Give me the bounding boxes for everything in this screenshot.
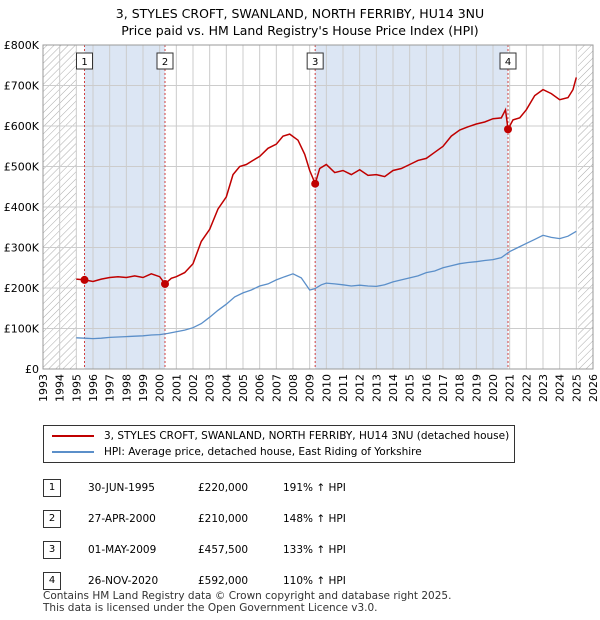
y-tick-label: £300K <box>4 242 40 255</box>
x-tick-label: 2020 <box>487 374 500 402</box>
legend-label-hpi: HPI: Average price, detached house, East… <box>104 446 422 458</box>
table-row: 3 01-MAY-2009 £457,500 133% ↑ HPI <box>43 534 346 565</box>
sale-hpi: 191% ↑ HPI <box>283 481 346 494</box>
x-tick-label: 2025 <box>570 374 583 402</box>
sale-marker-label: 1 <box>43 478 61 497</box>
x-tick-label: 2022 <box>520 374 533 402</box>
sales-table: 1 30-JUN-1995 £220,000 191% ↑ HPI 2 27-A… <box>43 472 346 596</box>
legend-swatch-property <box>52 435 94 437</box>
sale-date: 26-NOV-2020 <box>88 574 159 587</box>
sale-date: 27-APR-2000 <box>88 512 156 525</box>
x-tick-label: 1999 <box>137 374 150 402</box>
sale-marker-label: 2 <box>43 509 61 528</box>
table-row: 1 30-JUN-1995 £220,000 191% ↑ HPI <box>43 472 346 503</box>
sale-marker-number: 2 <box>162 57 168 68</box>
x-tick-label: 2016 <box>420 374 433 402</box>
x-tick-label: 2008 <box>287 374 300 402</box>
x-tick-label: 2010 <box>320 374 333 402</box>
x-tick-label: 1993 <box>37 374 50 402</box>
sale-hpi: 148% ↑ HPI <box>283 512 346 525</box>
x-tick-label: 2000 <box>154 374 167 402</box>
sale-date: 01-MAY-2009 <box>88 543 157 556</box>
x-tick-label: 2014 <box>387 374 400 402</box>
price-chart: £0 £100K £200K £300K £400K £500K £600K £700K £80… <box>4 39 600 402</box>
y-tick-label: £700K <box>4 80 40 93</box>
x-tick-label: 2004 <box>220 374 233 402</box>
x-tick-label: 2018 <box>454 374 467 402</box>
sale-marker-box <box>306 52 324 70</box>
sale-point <box>161 279 169 288</box>
y-tick-label: £100K <box>4 323 40 336</box>
legend-item-hpi: HPI: Average price, detached house, East… <box>52 444 422 460</box>
x-tick-label: 2021 <box>504 374 517 402</box>
x-tick-label: 2011 <box>337 374 350 402</box>
sale-price: £457,500 <box>198 543 249 556</box>
y-tick-label: £0 <box>25 363 39 376</box>
footer-note: Contains HM Land Registry data © Crown c… <box>43 590 451 614</box>
x-tick-label: 1998 <box>120 374 133 402</box>
sale-point <box>504 125 512 134</box>
x-tick-label: 1996 <box>87 374 100 402</box>
x-tick-label: 2002 <box>187 374 200 402</box>
plot-border <box>42 44 594 370</box>
sale-date: 30-JUN-1995 <box>88 481 155 494</box>
x-tick-label: 2007 <box>270 374 283 402</box>
sale-marker-number: 1 <box>81 57 87 68</box>
x-tick-label: 2006 <box>254 374 267 402</box>
x-tick-label: 2003 <box>204 374 217 402</box>
x-tick-label: 2001 <box>170 374 183 402</box>
x-tick-label: 2013 <box>370 374 383 402</box>
table-row: 2 27-APR-2000 £210,000 148% ↑ HPI <box>43 503 346 534</box>
x-tick-label: 2026 <box>587 374 600 402</box>
series-line-hpi <box>76 230 577 340</box>
chart-title: 3, STYLES CROFT, SWANLAND, NORTH FERRIBY… <box>115 6 485 21</box>
x-tick-label: 2005 <box>237 374 250 402</box>
legend-swatch-hpi <box>52 451 94 453</box>
x-tick-label: 2009 <box>304 374 317 402</box>
x-tick-label: 2024 <box>554 374 567 402</box>
sale-hpi: 133% ↑ HPI <box>283 543 346 556</box>
sale-marker-label: 4 <box>43 571 61 590</box>
legend-label-property: 3, STYLES CROFT, SWANLAND, NORTH FERRIBY… <box>104 430 510 442</box>
y-tick-label: £800K <box>4 39 40 52</box>
sale-marker-number: 3 <box>312 57 318 68</box>
footer-copyright: Contains HM Land Registry data © Crown c… <box>43 590 452 602</box>
y-tick-label: £600K <box>4 120 40 133</box>
chart-legend: 3, STYLES CROFT, SWANLAND, NORTH FERRIBY… <box>43 425 515 463</box>
sale-marker-box <box>76 52 93 70</box>
sale-hpi: 110% ↑ HPI <box>283 574 346 587</box>
sale-marker-label: 3 <box>43 540 61 559</box>
sale-point <box>311 179 320 188</box>
sale-marker-number: 4 <box>505 57 511 68</box>
x-tick-label: 1997 <box>104 374 117 402</box>
x-tick-label: 1995 <box>70 374 83 402</box>
x-tick-label: 1994 <box>54 374 67 402</box>
sale-price: £592,000 <box>198 574 249 587</box>
y-tick-label: £400K <box>4 201 40 214</box>
sale-point <box>80 275 89 284</box>
footer-licence: This data is licensed under the Open Gov… <box>43 602 378 614</box>
sale-marker-box <box>156 52 174 70</box>
x-tick-label: 2015 <box>404 374 417 402</box>
y-tick-label: £500K <box>4 161 40 174</box>
legend-item-property: 3, STYLES CROFT, SWANLAND, NORTH FERRIBY… <box>52 428 509 444</box>
sale-price: £220,000 <box>198 481 249 494</box>
x-tick-label: 2023 <box>537 374 550 402</box>
sale-marker-box <box>499 52 517 70</box>
sale-price: £210,000 <box>198 512 249 525</box>
x-tick-label: 2017 <box>437 374 450 402</box>
table-row: 4 26-NOV-2020 £592,000 110% ↑ HPI <box>43 565 346 596</box>
chart-subtitle: Price paid vs. HM Land Registry's House … <box>121 23 479 38</box>
y-tick-label: £200K <box>4 282 40 295</box>
x-tick-label: 2019 <box>470 374 483 402</box>
x-tick-label: 2012 <box>354 374 367 402</box>
